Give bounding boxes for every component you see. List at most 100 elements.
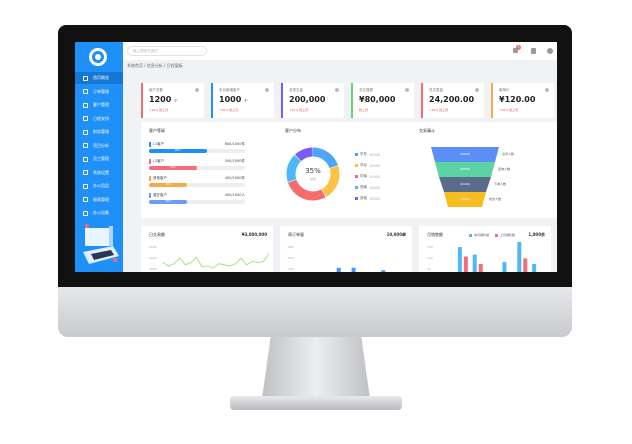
legend-swatch	[355, 153, 358, 156]
chart-title: 周订单量	[288, 232, 304, 237]
chart-plot	[162, 253, 270, 269]
chart-total: 10,000单	[386, 232, 406, 237]
card-unit: 个	[244, 99, 248, 103]
sidebar-item[interactable]: 员工管理	[75, 153, 123, 165]
legend-item: 其他 10000	[355, 196, 380, 201]
lock-icon[interactable]	[531, 48, 536, 54]
search-input[interactable]: 输入搜索关键词	[127, 46, 207, 56]
progress-fill: 40%	[149, 183, 188, 187]
stat-card: 总交易额 ¥80,000 较上周	[351, 83, 414, 118]
card-title: 客单价	[499, 88, 510, 92]
y-tick-label: 100	[427, 256, 433, 260]
sidebar-item[interactable]: 日程安排	[75, 113, 123, 125]
bar	[472, 254, 477, 272]
donut-center-value: 35%	[305, 167, 321, 175]
sidebar-item[interactable]: 订单管理	[75, 86, 123, 98]
sidebar-item[interactable]: 办公设备	[75, 207, 123, 219]
progress-row: 其他客户 400/1000件	[149, 176, 245, 181]
info-icon[interactable]	[545, 88, 549, 92]
menu-icon	[83, 89, 88, 94]
progress-track: 40%	[149, 183, 245, 187]
legend-label: 西南	[360, 185, 367, 189]
progress-row: L2客户 500/1000件	[149, 159, 245, 164]
menu-icon	[83, 102, 88, 108]
info-icon[interactable]	[265, 88, 269, 92]
bar	[336, 267, 341, 272]
sidebar: 首页概览订单管理 客户管理日程安排财务管理项目分析 员工管理系统设置办公用品报表管理…	[75, 42, 123, 272]
card-unit: 个	[174, 99, 178, 103]
notification-badge: 3	[516, 45, 521, 50]
stat-card: 客单价 ¥120.00 ↑10% 较上周	[491, 83, 554, 118]
legend-label: 上月销售额	[500, 233, 516, 237]
legend-item: 华东 10000	[355, 152, 380, 157]
progress-value: 600/1000件	[224, 142, 245, 146]
sidebar-item[interactable]: 报表管理	[75, 194, 123, 206]
legend-swatch	[355, 175, 358, 178]
card-title: 总成交量	[289, 88, 303, 92]
notification-icon[interactable]	[513, 48, 518, 53]
funnel-stage: 20000	[435, 162, 495, 177]
sidebar-item-label: 办公用品	[93, 183, 109, 188]
chart-total: 1,000余	[528, 232, 545, 237]
info-icon[interactable]	[405, 88, 409, 92]
chart-title: 月销售额	[427, 232, 443, 237]
legend-swatch	[355, 164, 358, 167]
gear-icon[interactable]	[547, 48, 553, 54]
illustration	[83, 224, 119, 264]
chart-panel: 周订单量 10,000单 900 600 300	[280, 226, 412, 272]
legend-value: 10000	[369, 174, 381, 179]
menu-icon	[83, 75, 88, 81]
sidebar-item[interactable]: 首页概览	[75, 72, 123, 84]
card-change: ↑10% 较上周	[289, 108, 309, 112]
progress-row: L1客户 600/1000件	[149, 142, 245, 147]
sidebar-item[interactable]: 项目分析	[75, 140, 123, 152]
legend-item: 西南 10000	[355, 185, 380, 190]
bar	[463, 256, 468, 272]
bar	[532, 264, 537, 272]
legend-label: 华东	[360, 152, 367, 156]
donut-title: 客户分布	[285, 128, 301, 133]
line-series	[162, 253, 270, 269]
funnel-label: 下单人数	[494, 182, 507, 186]
progress-item: 潜在客户 400/1000人 40%	[149, 193, 245, 204]
legend-value: 10000	[369, 196, 381, 201]
sidebar-item[interactable]: 系统设置	[75, 167, 123, 179]
donut-slice	[286, 147, 340, 201]
sidebar-item[interactable]: 财务管理	[75, 126, 123, 138]
legend-value: 10000	[369, 163, 381, 168]
bar	[381, 270, 386, 272]
card-value: ¥120.00	[499, 95, 535, 104]
sidebar-item-label: 财务管理	[93, 129, 109, 134]
progress-row: 潜在客户 400/1000人	[149, 193, 245, 198]
top-bar: 输入搜索关键词 3	[123, 42, 557, 60]
card-title: 本月新增客户	[219, 88, 240, 92]
chart-panel: 日交易额 ¥3,000,000 5000 4000 3000	[141, 226, 273, 272]
legend-label: 华南	[360, 174, 367, 178]
progress-item: L2客户 500/1000件 50%	[149, 159, 245, 170]
bar	[517, 242, 522, 272]
sidebar-item[interactable]: 办公用品	[75, 180, 123, 192]
info-icon[interactable]	[475, 88, 479, 92]
progress-label: L1客户	[149, 142, 164, 147]
funnel-stage: 20000	[439, 177, 491, 192]
card-value: 200,000	[289, 95, 325, 104]
stat-card: 本月新增客户 1000 个 ↑10% 较上月	[211, 83, 274, 118]
menu-icon	[83, 129, 88, 135]
bar	[351, 267, 356, 272]
funnel-stage: 20000	[431, 147, 499, 162]
chart-plot	[457, 242, 537, 272]
progress-track: 50%	[149, 166, 245, 170]
info-icon[interactable]	[195, 88, 199, 92]
legend-item: 上月销售额	[495, 233, 515, 237]
card-value: 24,200.00	[429, 95, 474, 104]
card-title: 总交易额	[359, 88, 373, 92]
info-icon[interactable]	[335, 88, 339, 92]
funnel-label: 成交人数	[489, 197, 502, 201]
progress-item: 其他客户 400/1000件 40%	[149, 176, 245, 187]
sidebar-item[interactable]: 客户管理	[75, 99, 123, 111]
menu-icon	[83, 183, 88, 189]
progress-fill: 40%	[149, 200, 188, 204]
progress-title: 客户等级	[149, 128, 165, 133]
card-value-number: 1200	[149, 95, 172, 104]
legend-item: 华南 10000	[355, 174, 380, 179]
